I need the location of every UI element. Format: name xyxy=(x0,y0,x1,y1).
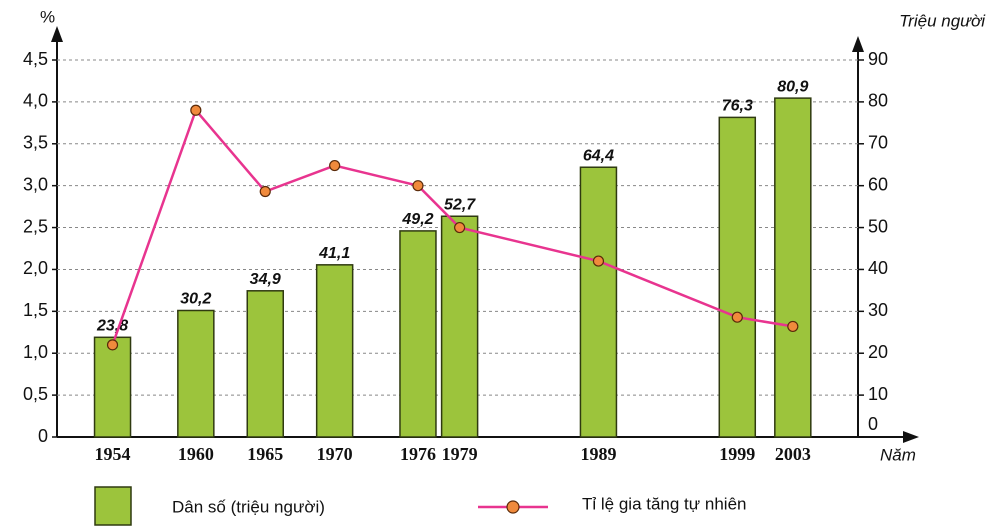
line-marker xyxy=(592,255,605,267)
y-tick-label: 4,5 xyxy=(23,49,48,69)
line-marker xyxy=(106,339,119,351)
bar-value-label: 34,9 xyxy=(250,271,281,288)
x-tick-label: 1960 xyxy=(178,444,214,464)
bar xyxy=(93,336,132,438)
bar-value-label: 23,8 xyxy=(96,318,128,335)
y2-tick-label: 30 xyxy=(868,300,888,320)
y2-tick-label: 70 xyxy=(868,133,888,153)
x-tick-label: 1976 xyxy=(400,444,436,464)
y-axis-label: % xyxy=(40,7,55,26)
bar xyxy=(718,116,757,438)
y2-tick-label: 10 xyxy=(868,384,888,404)
bar-value-label: 49,2 xyxy=(401,211,433,228)
y2-axis-label: Triệu người xyxy=(899,11,986,30)
x-axis-arrow xyxy=(903,431,919,443)
y-tick-label: 3,0 xyxy=(23,174,48,194)
x-axis-label: Năm xyxy=(880,445,916,464)
bar-value-label: 64,4 xyxy=(583,147,614,164)
y2-tick-label: 50 xyxy=(868,216,888,236)
y-tick-label: 2,5 xyxy=(23,216,48,236)
bar-value-label: 52,7 xyxy=(444,196,476,213)
y-tick-label: 4,0 xyxy=(23,91,48,111)
legend-swatch xyxy=(94,486,132,526)
y-tick-label: 0,5 xyxy=(23,384,48,404)
bar xyxy=(399,230,437,438)
x-tick-label: 1965 xyxy=(247,444,283,464)
bar xyxy=(774,97,812,438)
x-tick-label: 2003 xyxy=(775,444,811,464)
legend-label: Dân số (triệu người) xyxy=(172,497,325,516)
x-tick-label: 1999 xyxy=(719,444,755,464)
line-marker xyxy=(259,185,271,198)
x-tick-label: 1979 xyxy=(442,444,478,464)
y2-tick-label: 20 xyxy=(868,342,888,362)
y-tick-label: 1,5 xyxy=(23,300,48,320)
y2-tick-label: 90 xyxy=(868,49,888,69)
bar xyxy=(246,290,284,438)
bar-value-label: 30,2 xyxy=(180,291,211,308)
y2-axis-arrow xyxy=(852,36,864,52)
bar xyxy=(315,264,354,438)
x-tick-label: 1954 xyxy=(95,444,131,464)
line-marker xyxy=(190,104,202,116)
line-marker xyxy=(412,180,424,192)
y2-tick-label: 0 xyxy=(868,414,878,434)
y-tick-label: 2,0 xyxy=(23,258,48,278)
line-marker xyxy=(787,320,799,333)
bar-value-label: 76,3 xyxy=(722,98,753,115)
line-marker xyxy=(454,221,466,234)
bar-value-label: 41,1 xyxy=(318,245,350,262)
legend-label: Tỉ lệ gia tăng tự nhiên xyxy=(582,494,746,513)
y2-tick-label: 60 xyxy=(868,174,888,194)
y-tick-label: 3,5 xyxy=(23,133,48,153)
bar xyxy=(440,215,479,438)
y-tick-label: 1,0 xyxy=(23,342,48,362)
line-marker xyxy=(731,311,743,323)
bar-value-label: 80,9 xyxy=(777,78,808,95)
bar xyxy=(177,309,215,438)
bar xyxy=(579,166,618,438)
y-axis-arrow xyxy=(51,26,63,42)
y2-tick-label: 40 xyxy=(868,258,888,278)
y2-tick-label: 80 xyxy=(868,91,888,111)
x-tick-label: 1989 xyxy=(580,444,616,464)
line-marker xyxy=(329,159,341,172)
legend-swatch xyxy=(506,500,520,514)
y-tick-label: 0 xyxy=(38,426,48,446)
x-tick-label: 1970 xyxy=(317,444,353,464)
